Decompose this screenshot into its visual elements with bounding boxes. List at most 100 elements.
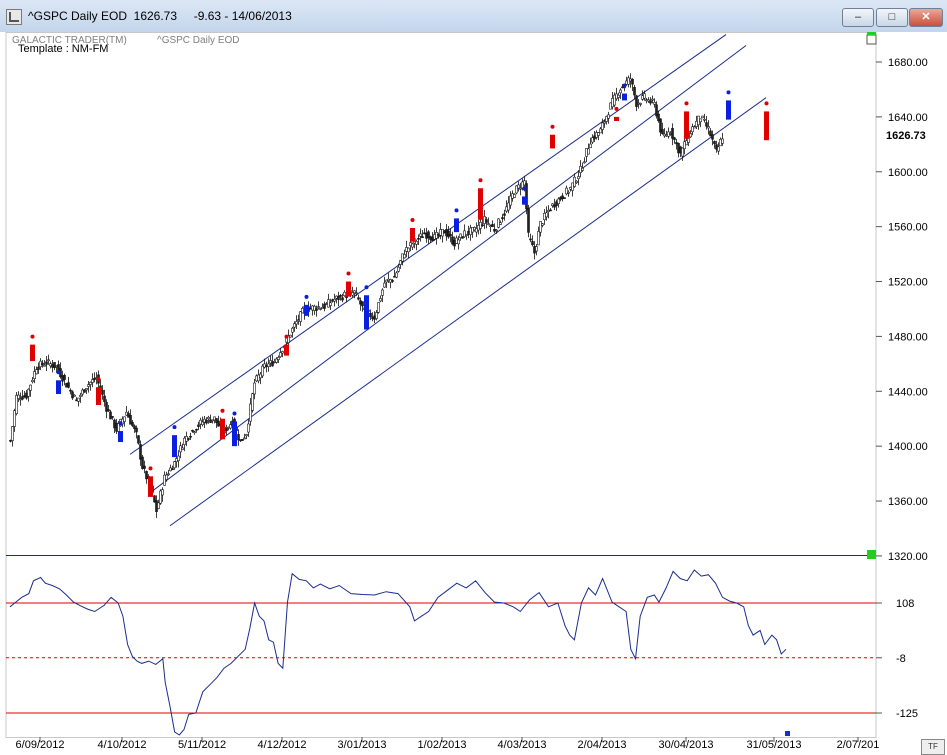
candle bbox=[549, 208, 552, 212]
candle bbox=[193, 430, 196, 435]
candle bbox=[539, 221, 542, 237]
candle bbox=[17, 391, 20, 402]
price-tick-label: 1560.00 bbox=[888, 222, 928, 234]
candle bbox=[131, 420, 134, 428]
candle bbox=[315, 305, 318, 317]
candle bbox=[317, 301, 320, 310]
candle bbox=[105, 399, 108, 419]
candle bbox=[617, 92, 620, 102]
candle bbox=[587, 143, 590, 155]
candle bbox=[391, 279, 394, 284]
app-chart-icon[interactable] bbox=[6, 9, 22, 25]
candle bbox=[201, 416, 204, 427]
sell-signal-bar bbox=[478, 188, 483, 220]
candle bbox=[339, 294, 342, 301]
candle bbox=[319, 307, 322, 311]
candle bbox=[507, 196, 510, 214]
candle bbox=[351, 286, 354, 298]
candle bbox=[249, 397, 252, 426]
oscillator-tick-label: -8 bbox=[896, 653, 906, 665]
sell-signal-bar bbox=[550, 134, 555, 149]
buy-signal-bar-dot bbox=[232, 411, 237, 416]
sell-signal-bar-dot bbox=[220, 408, 225, 413]
candle bbox=[71, 390, 74, 400]
candle bbox=[693, 125, 696, 129]
price-tick-label: 1520.00 bbox=[888, 277, 928, 289]
oscillator-tick-label: -125 bbox=[896, 708, 918, 720]
candle bbox=[399, 259, 402, 269]
candle bbox=[705, 116, 708, 130]
sell-signal-bar bbox=[148, 476, 153, 497]
candle bbox=[15, 392, 18, 416]
candle bbox=[701, 115, 704, 119]
date-tick-label: 6/09/2012 bbox=[16, 739, 65, 751]
candle bbox=[79, 392, 82, 403]
candle bbox=[171, 465, 174, 471]
candle bbox=[591, 134, 594, 144]
candle bbox=[191, 429, 194, 433]
candle bbox=[247, 419, 250, 437]
candle bbox=[271, 354, 274, 367]
date-tick-label: 2/04/2013 bbox=[578, 739, 627, 751]
candle bbox=[33, 366, 36, 384]
buy-signal-bar-dot bbox=[118, 421, 123, 426]
maximize-button[interactable]: □ bbox=[876, 8, 908, 27]
candle bbox=[47, 354, 50, 365]
candle bbox=[91, 373, 94, 388]
candle bbox=[153, 495, 156, 503]
candle bbox=[225, 424, 228, 435]
scroll-end-icon[interactable] bbox=[866, 34, 877, 45]
candle bbox=[403, 249, 406, 259]
candle bbox=[19, 392, 22, 406]
candle bbox=[243, 433, 246, 440]
candle bbox=[159, 489, 162, 505]
buy-signal-bar bbox=[172, 435, 177, 458]
candle bbox=[89, 381, 92, 391]
price-chart[interactable]: GALACTIC TRADER(TM) ^GSPC Daily EOD Temp… bbox=[0, 32, 947, 755]
timeframe-button[interactable]: TF bbox=[921, 739, 945, 755]
candle bbox=[583, 157, 586, 164]
date-tick-label: 4/10/2012 bbox=[98, 739, 147, 751]
candle bbox=[535, 244, 538, 256]
candle bbox=[651, 95, 654, 104]
candle bbox=[337, 291, 340, 307]
candle bbox=[531, 235, 534, 247]
template-label: Template : NM-FM bbox=[18, 43, 108, 55]
candle bbox=[29, 384, 32, 397]
buy-signal-bar-dot bbox=[622, 83, 627, 88]
close-button[interactable]: ✕ bbox=[909, 8, 943, 27]
candle bbox=[487, 217, 490, 226]
candle bbox=[209, 414, 212, 423]
candle bbox=[643, 90, 646, 101]
candle bbox=[197, 421, 200, 431]
candle bbox=[333, 293, 336, 307]
panel-resize-handle[interactable] bbox=[867, 550, 876, 559]
sell-signal-bar-dot bbox=[478, 178, 483, 183]
candle bbox=[649, 97, 652, 106]
sell-signal-bar-dot bbox=[148, 466, 153, 471]
candle bbox=[217, 415, 220, 427]
candle bbox=[707, 120, 710, 135]
sell-signal-bar bbox=[764, 111, 769, 141]
candle bbox=[513, 193, 516, 198]
sell-signal-bar-dot bbox=[684, 101, 689, 106]
candle bbox=[267, 358, 270, 372]
candle bbox=[589, 137, 592, 149]
window-title-bar: ^GSPC Daily EOD 1626.73 -9.63 - 14/06/20… bbox=[0, 0, 947, 33]
candle bbox=[93, 372, 96, 383]
candle bbox=[291, 326, 294, 338]
candle bbox=[357, 294, 360, 301]
candle bbox=[419, 228, 422, 242]
candle bbox=[461, 236, 464, 239]
candle bbox=[107, 404, 110, 412]
sell-signal-bar-dot bbox=[96, 377, 101, 382]
candle bbox=[167, 469, 170, 477]
candle bbox=[343, 290, 346, 297]
candle bbox=[323, 301, 326, 312]
minimize-button[interactable]: – bbox=[842, 8, 874, 27]
candle bbox=[77, 397, 80, 407]
candle bbox=[421, 229, 424, 239]
candle bbox=[299, 310, 302, 326]
candle bbox=[381, 288, 384, 303]
top-resize-handle[interactable] bbox=[867, 32, 876, 35]
